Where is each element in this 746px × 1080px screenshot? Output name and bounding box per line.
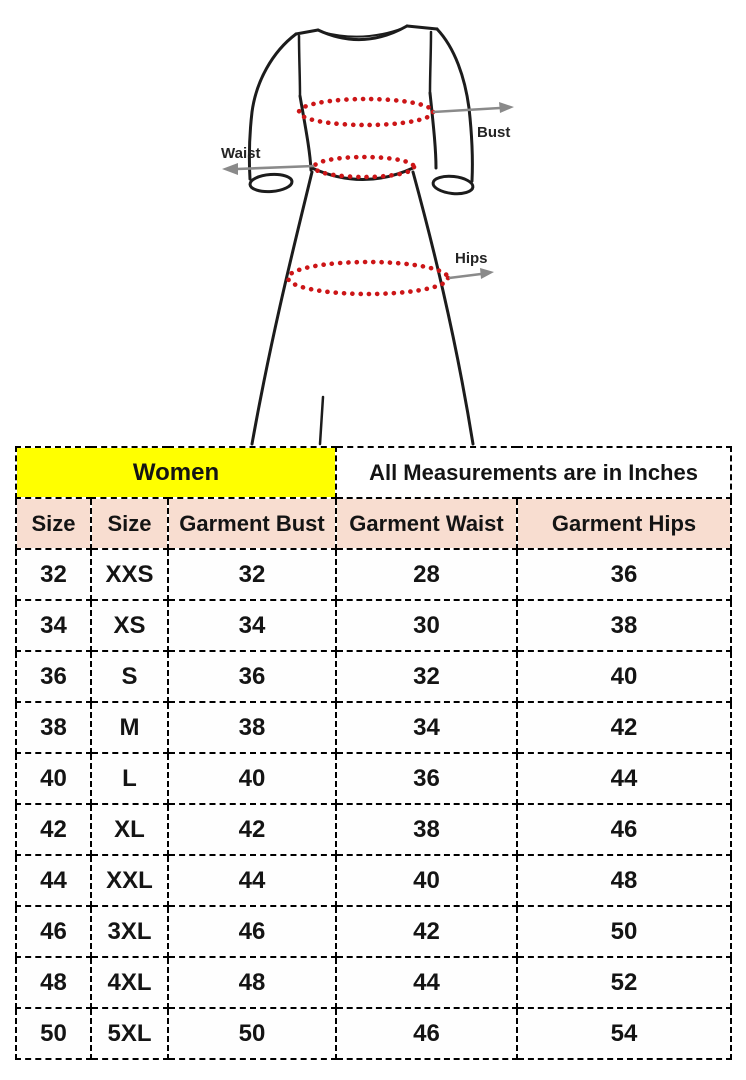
size-cell: 42 xyxy=(335,905,519,958)
size-cell: 48 xyxy=(15,956,92,1009)
group-header-row: Women All Measurements are in Inches xyxy=(14,446,733,499)
size-cell: 28 xyxy=(335,548,519,601)
size-cell: 34 xyxy=(166,599,338,652)
size-cell: 38 xyxy=(335,803,519,856)
waist-arrow xyxy=(222,163,315,175)
size-cell: 36 xyxy=(516,548,733,601)
size-cell: 42 xyxy=(516,701,733,754)
size-cell: 42 xyxy=(166,803,338,856)
size-cell: L xyxy=(90,752,169,805)
size-cell: XS xyxy=(90,599,169,652)
size-cell: 50 xyxy=(516,905,733,958)
column-header-garment-waist: Garment Waist xyxy=(335,497,519,550)
column-header-row: Size Size Garment Bust Garment Waist Gar… xyxy=(15,497,733,550)
table-row: 44 XXL 44 40 48 xyxy=(15,854,733,907)
size-cell: 36 xyxy=(15,650,92,703)
table-row: 38 M 38 34 42 xyxy=(15,701,733,754)
hips-arrow xyxy=(448,268,494,280)
hips-label: Hips xyxy=(455,250,488,267)
size-chart-table: Women All Measurements are in Inches Siz… xyxy=(14,446,733,1060)
size-cell: 36 xyxy=(335,752,519,805)
table-row: 34 XS 34 30 38 xyxy=(15,599,733,652)
column-header-size-numeric: Size xyxy=(15,497,92,550)
column-header-size-letter: Size xyxy=(90,497,169,550)
column-header-garment-hips: Garment Hips xyxy=(516,497,733,550)
size-cell: XXL xyxy=(90,854,169,907)
table-row: 50 5XL 50 46 54 xyxy=(15,1007,733,1060)
column-header-garment-bust: Garment Bust xyxy=(166,497,338,550)
size-cell: M xyxy=(90,701,169,754)
women-group-header: Women xyxy=(14,446,338,499)
size-cell: 30 xyxy=(335,599,519,652)
size-cell: 5XL xyxy=(90,1007,169,1060)
size-cell: 44 xyxy=(15,854,92,907)
size-table-body: 32 XXS 32 28 36 34 XS 34 30 38 36 S 36 32 40 38 M 38 34 42 4… xyxy=(15,548,733,1060)
size-cell: 44 xyxy=(166,854,338,907)
size-cell: 50 xyxy=(166,1007,338,1060)
measurement-ellipses xyxy=(285,96,451,297)
size-cell: 48 xyxy=(516,854,733,907)
size-cell: 40 xyxy=(166,752,338,805)
size-cell: XL xyxy=(90,803,169,856)
table-row: 46 3XL 46 42 50 xyxy=(15,905,733,958)
size-cell: 50 xyxy=(15,1007,92,1060)
size-cell: 4XL xyxy=(90,956,169,1009)
dress-outline xyxy=(247,24,475,446)
size-cell: 32 xyxy=(335,650,519,703)
size-cell: 44 xyxy=(335,956,519,1009)
size-cell: 40 xyxy=(335,854,519,907)
size-cell: 32 xyxy=(15,548,92,601)
size-cell: 46 xyxy=(516,803,733,856)
size-cell: 46 xyxy=(15,905,92,958)
size-cell: 44 xyxy=(516,752,733,805)
size-cell: 36 xyxy=(166,650,338,703)
measurement-arrows xyxy=(222,102,514,280)
bust-arrow xyxy=(432,102,514,114)
waist-label: Waist xyxy=(221,145,260,162)
bust-label: Bust xyxy=(477,124,510,141)
size-cell: 38 xyxy=(516,599,733,652)
table-row: 42 XL 42 38 46 xyxy=(15,803,733,856)
size-cell: 46 xyxy=(166,905,338,958)
size-cell: 52 xyxy=(516,956,733,1009)
size-cell: 38 xyxy=(166,701,338,754)
units-group-header: All Measurements are in Inches xyxy=(335,446,733,499)
size-cell: XXS xyxy=(90,548,169,601)
size-cell: 34 xyxy=(15,599,92,652)
size-cell: S xyxy=(90,650,169,703)
dress-measurement-diagram: Bust Waist Hips xyxy=(0,0,746,446)
table-row: 48 4XL 48 44 52 xyxy=(15,956,733,1009)
table-row: 40 L 40 36 44 xyxy=(15,752,733,805)
size-cell: 34 xyxy=(335,701,519,754)
table-row: 36 S 36 32 40 xyxy=(15,650,733,703)
size-cell: 38 xyxy=(15,701,92,754)
size-cell: 3XL xyxy=(90,905,169,958)
size-cell: 46 xyxy=(335,1007,519,1060)
waist-ellipse xyxy=(311,154,417,180)
hips-ellipse xyxy=(285,259,451,297)
table-row: 32 XXS 32 28 36 xyxy=(15,548,733,601)
size-cell: 42 xyxy=(15,803,92,856)
size-cell: 40 xyxy=(516,650,733,703)
size-cell: 54 xyxy=(516,1007,733,1060)
size-cell: 48 xyxy=(166,956,338,1009)
size-cell: 40 xyxy=(15,752,92,805)
bust-ellipse xyxy=(296,96,436,128)
size-cell: 32 xyxy=(166,548,338,601)
